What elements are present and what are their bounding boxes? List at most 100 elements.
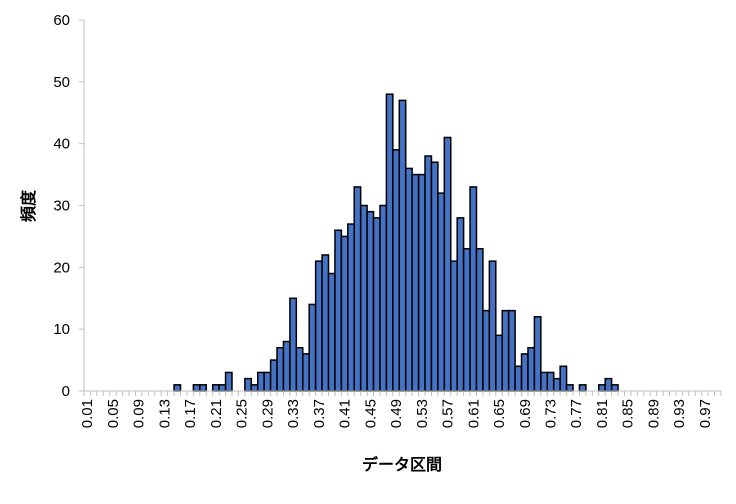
histogram-bar — [578, 384, 587, 392]
histogram-bar — [540, 371, 549, 392]
x-tick-label: 0.97 — [697, 399, 714, 428]
histogram-bar — [398, 99, 407, 392]
histogram-bar — [533, 316, 542, 392]
histogram-bar — [314, 260, 323, 392]
histogram-bar — [256, 371, 265, 392]
x-tick-label: 0.65 — [491, 399, 508, 428]
histogram-bar — [501, 309, 510, 392]
histogram-bar — [552, 377, 561, 392]
histogram-bar — [392, 149, 401, 392]
histogram-bar — [417, 173, 426, 392]
histogram-bar — [224, 371, 233, 392]
histogram-bar — [359, 204, 368, 392]
histogram-bar — [604, 377, 613, 392]
histogram-bar — [269, 359, 278, 392]
x-tick-label: 0.21 — [208, 399, 225, 428]
x-tick-label: 0.13 — [156, 399, 173, 428]
histogram-bar — [443, 136, 452, 392]
histogram-bar — [353, 186, 362, 392]
histogram-bar — [379, 204, 388, 392]
y-axis-ticks: 0 10 20 30 40 50 60 — [53, 12, 84, 400]
x-tick-label: 0.29 — [259, 399, 276, 428]
histogram-bar — [430, 161, 439, 392]
y-tick-label: 40 — [53, 136, 70, 153]
x-tick-label: 0.77 — [568, 399, 585, 428]
x-tick-label: 0.25 — [234, 399, 251, 428]
histogram-bar — [475, 248, 484, 392]
histogram-bar — [263, 371, 272, 392]
histogram-bar — [450, 260, 458, 392]
x-tick-label: 0.41 — [337, 399, 354, 428]
histogram-bar — [565, 384, 574, 392]
histogram-bar — [347, 223, 355, 392]
histogram-bar — [192, 384, 201, 392]
histogram-bar — [527, 346, 536, 392]
histogram-bar — [385, 93, 394, 392]
histogram-bar — [424, 155, 433, 392]
histogram-bar — [520, 353, 529, 392]
histogram-bar — [173, 384, 182, 392]
histogram-bar — [404, 167, 413, 392]
histogram-bar — [546, 371, 555, 392]
histogram-bar — [218, 384, 227, 392]
histogram-bar — [411, 173, 420, 392]
x-tick-label: 0.45 — [362, 399, 379, 428]
bar-series — [173, 93, 619, 392]
histogram-bar — [469, 186, 478, 392]
x-axis-ticks: 0.01 0.05 0.09 0.13 0.17 0.21 0.25 0.29 0.33 0.37… — [79, 391, 722, 428]
histogram-bar — [321, 254, 330, 392]
histogram-bar — [462, 248, 471, 392]
x-tick-label: 0.37 — [311, 399, 328, 428]
x-axis-title: データ区間 — [362, 455, 442, 474]
histogram-bar — [302, 353, 310, 392]
y-tick-label: 50 — [53, 74, 70, 91]
histogram-bar — [295, 346, 304, 392]
y-tick-label: 10 — [53, 321, 70, 338]
x-tick-label: 0.05 — [105, 399, 122, 428]
x-tick-label: 0.73 — [542, 399, 559, 428]
histogram-bar — [495, 334, 503, 392]
histogram-bar — [334, 229, 343, 392]
x-tick-label: 0.93 — [671, 399, 688, 428]
x-tick-label: 0.33 — [285, 399, 302, 428]
x-tick-label: 0.17 — [182, 399, 199, 428]
y-tick-label: 60 — [53, 12, 70, 29]
axes — [83, 20, 721, 392]
histogram-bar — [437, 192, 446, 392]
histogram-bar — [610, 384, 619, 392]
x-tick-label: 0.49 — [388, 399, 405, 428]
histogram-bar — [488, 260, 497, 392]
histogram-bar — [211, 384, 220, 392]
histogram-bar — [598, 384, 606, 392]
histogram-bar — [327, 272, 336, 392]
y-axis-title: 頻度 — [19, 189, 38, 222]
y-tick-label: 30 — [53, 198, 70, 215]
histogram-bar — [289, 297, 298, 392]
histogram-bar — [244, 377, 253, 392]
histogram-bar — [199, 384, 208, 392]
histogram-bar — [276, 346, 285, 392]
histogram-bar — [514, 365, 523, 392]
histogram-bar — [308, 303, 317, 392]
x-tick-label: 0.85 — [620, 399, 637, 428]
y-tick-label: 0 — [62, 383, 70, 400]
x-tick-label: 0.89 — [645, 399, 662, 428]
histogram-bar — [250, 384, 259, 392]
histogram-bar — [340, 235, 349, 392]
histogram-bar — [372, 217, 381, 392]
y-tick-label: 20 — [53, 259, 70, 276]
x-tick-label: 0.01 — [79, 399, 96, 428]
histogram-bar — [366, 210, 375, 392]
histogram-bar — [282, 340, 291, 392]
x-tick-label: 0.81 — [594, 399, 611, 428]
histogram-bar — [507, 309, 516, 392]
x-tick-label: 0.69 — [517, 399, 534, 428]
x-tick-label: 0.09 — [131, 399, 148, 428]
histogram-bar — [482, 309, 491, 392]
x-tick-label: 0.53 — [414, 399, 431, 428]
x-tick-label: 0.57 — [440, 399, 457, 428]
x-tick-label: 0.61 — [465, 399, 482, 428]
histogram-bar — [456, 217, 465, 392]
histogram-bar — [559, 365, 568, 392]
